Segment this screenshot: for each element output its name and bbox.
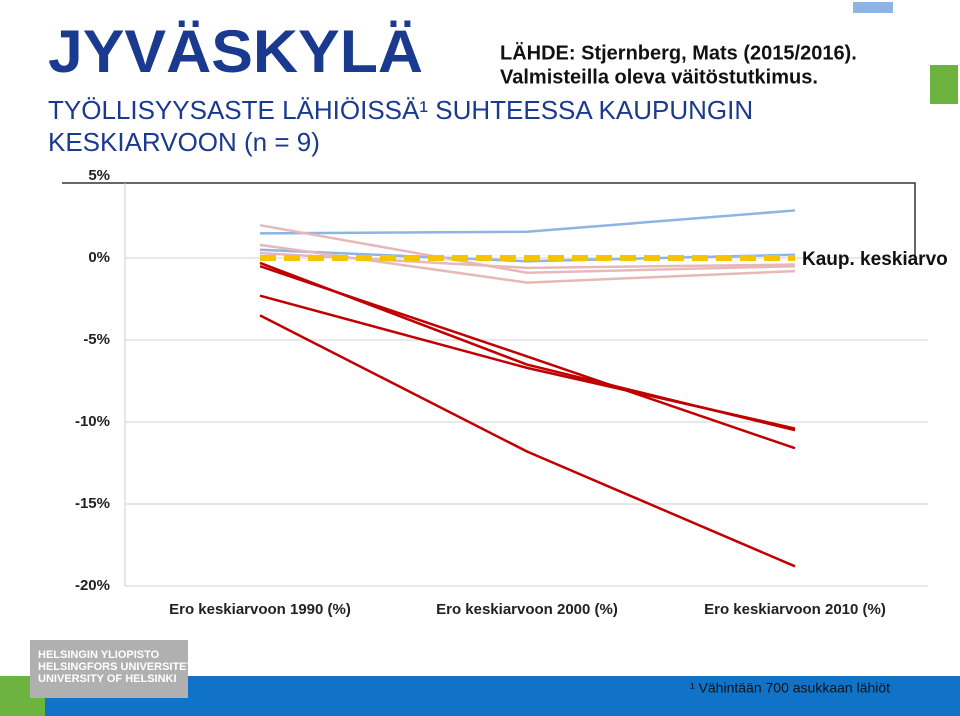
footnote: ¹ Vähintään 700 asukkaan lähiöt <box>690 680 890 696</box>
series-line <box>259 251 796 270</box>
source: Valmisteilla oleva väitöstutkimus. <box>500 66 818 88</box>
frame <box>62 182 916 258</box>
series-line <box>259 314 796 568</box>
series-line <box>259 223 796 275</box>
chart-title: KESKIARVOON (n = 9) <box>48 127 320 157</box>
footer-bar <box>45 676 960 716</box>
logo <box>30 640 188 698</box>
city-title: JYVÄSKYLÄ <box>48 18 423 85</box>
y-tick-label: -5% <box>83 331 110 348</box>
chart-title: TYÖLLISYYSASTE LÄHIÖISSÄ¹ SUHTEESSA KAUP… <box>48 95 753 125</box>
logo-text: HELSINGFORS UNIVERSITET <box>38 661 194 673</box>
y-tick-label: -15% <box>75 495 110 512</box>
series-line <box>259 294 796 430</box>
y-tick-label: 5% <box>88 167 110 184</box>
series-line <box>259 209 796 235</box>
y-tick-label: -10% <box>75 413 110 430</box>
y-tick-label: -20% <box>75 577 110 594</box>
logo-text: HELSINGIN YLIOPISTO <box>38 649 160 661</box>
series-label: Kaup. keskiarvo <box>802 249 948 270</box>
x-tick-label: Ero keskiarvoon 1990 (%) <box>169 601 351 618</box>
series-line <box>259 265 796 450</box>
logo-text: UNIVERSITY OF HELSINKI <box>38 673 177 685</box>
x-tick-label: Ero keskiarvoon 2010 (%) <box>704 601 886 618</box>
source: LÄHDE: Stjernberg, Mats (2015/2016). <box>500 41 857 64</box>
y-tick-label: 0% <box>88 249 110 266</box>
decor-square <box>930 65 958 104</box>
decor-bar <box>853 2 893 13</box>
x-tick-label: Ero keskiarvoon 2000 (%) <box>436 601 618 618</box>
